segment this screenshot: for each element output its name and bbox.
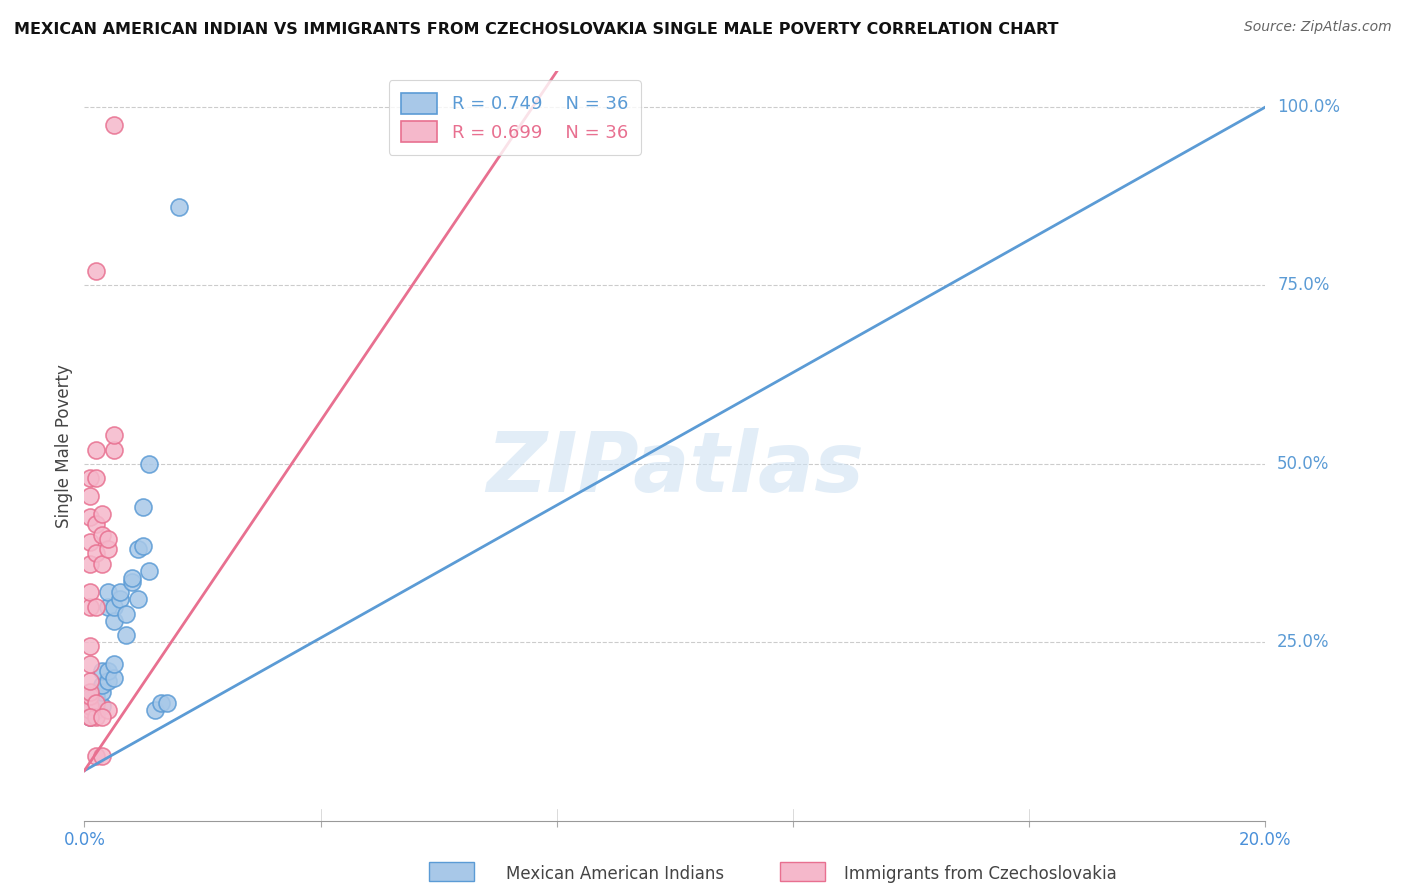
Point [167,200,190,214]
Text: 100.0%: 100.0% [1277,98,1340,116]
Point [127,542,149,557]
Point [138,457,160,471]
Point [103,671,125,685]
Point [84,599,107,614]
Point [97,542,120,557]
Point [121,574,143,589]
Point [97,585,120,599]
Point [84,696,107,710]
Point [121,571,143,585]
Point [79,489,101,503]
Point [79,585,101,599]
Point [79,689,101,703]
Point [79,471,101,485]
Point [91,710,114,724]
Legend: R = 0.749    N = 36, R = 0.699    N = 36: R = 0.749 N = 36, R = 0.699 N = 36 [388,80,641,154]
Point [84,546,107,560]
Point [114,628,136,642]
Point [132,500,155,514]
Point [79,639,101,653]
Point [84,696,107,710]
Text: 50.0%: 50.0% [1277,455,1330,473]
Point [91,699,114,714]
Text: 25.0%: 25.0% [1277,633,1330,651]
Point [97,532,120,546]
Point [79,674,101,689]
Point [79,510,101,524]
Text: Source: ZipAtlas.com: Source: ZipAtlas.com [1244,20,1392,34]
Point [84,471,107,485]
Point [103,442,125,457]
Point [79,535,101,549]
Point [108,585,131,599]
Point [97,703,120,717]
Point [79,710,101,724]
Point [97,599,120,614]
Point [79,710,101,724]
Point [132,539,155,553]
Point [91,749,114,764]
Point [91,557,114,571]
Point [79,703,101,717]
Point [103,118,125,132]
Point [84,749,107,764]
Point [79,599,101,614]
Point [138,564,160,578]
Point [91,507,114,521]
Point [108,592,131,607]
Point [91,528,114,542]
Text: MEXICAN AMERICAN INDIAN VS IMMIGRANTS FROM CZECHOSLOVAKIA SINGLE MALE POVERTY CO: MEXICAN AMERICAN INDIAN VS IMMIGRANTS FR… [14,22,1059,37]
Point [79,692,101,706]
Point [91,685,114,699]
Point [84,689,107,703]
Point [97,664,120,678]
Point [84,517,107,532]
Point [156,696,179,710]
Point [84,703,107,717]
Point [79,685,101,699]
Point [84,264,107,278]
Point [84,710,107,724]
Text: Immigrants from Czechoslovakia: Immigrants from Czechoslovakia [844,865,1116,883]
Y-axis label: Single Male Poverty: Single Male Poverty [55,364,73,528]
Point [91,664,114,678]
Text: Mexican American Indians: Mexican American Indians [506,865,724,883]
Text: 75.0%: 75.0% [1277,277,1330,294]
Point [114,607,136,621]
Point [127,592,149,607]
Point [150,696,173,710]
Point [79,703,101,717]
Text: ZIPatlas: ZIPatlas [486,428,863,509]
Point [79,710,101,724]
Point [143,703,166,717]
Point [79,699,101,714]
Point [97,674,120,689]
Point [79,557,101,571]
Point [91,678,114,692]
Point [84,442,107,457]
Point [79,657,101,671]
Point [103,614,125,628]
Point [84,699,107,714]
Point [103,428,125,442]
Point [79,699,101,714]
Point [103,599,125,614]
Point [103,657,125,671]
